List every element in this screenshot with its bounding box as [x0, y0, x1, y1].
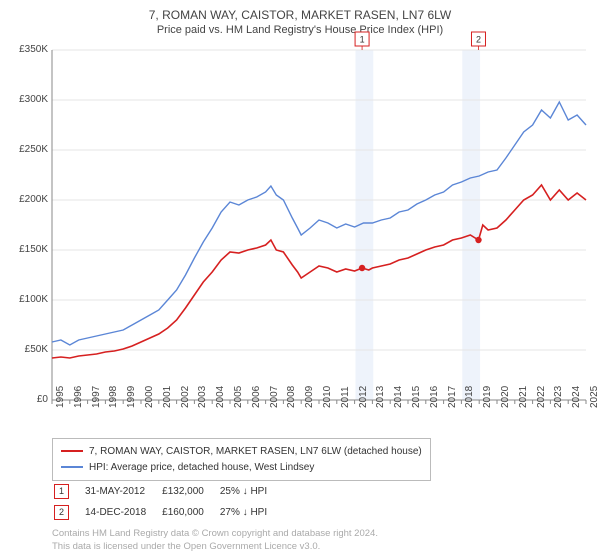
transaction-price: £160,000 — [162, 503, 218, 522]
x-tick-label: 2021 — [518, 386, 529, 408]
transaction-price: £132,000 — [162, 482, 218, 501]
legend-item: HPI: Average price, detached house, West… — [61, 460, 422, 476]
y-tick-label: £300K — [19, 94, 48, 105]
transaction-marker: 1 — [54, 484, 69, 499]
y-tick-label: £350K — [19, 44, 48, 55]
legend-swatch — [61, 450, 83, 452]
footnote: Contains HM Land Registry data © Crown c… — [52, 528, 378, 554]
y-tick-label: £150K — [19, 244, 48, 255]
x-tick-label: 2014 — [393, 386, 404, 408]
legend-item: 7, ROMAN WAY, CAISTOR, MARKET RASEN, LN7… — [61, 444, 422, 460]
x-tick-label: 2006 — [251, 386, 262, 408]
x-tick-label: 2025 — [589, 386, 600, 408]
x-tick-label: 2009 — [304, 386, 315, 408]
svg-text:1: 1 — [360, 35, 365, 45]
transaction-marker: 2 — [54, 505, 69, 520]
x-tick-label: 2005 — [233, 386, 244, 408]
x-tick-label: 2015 — [411, 386, 422, 408]
x-tick-label: 2019 — [482, 386, 493, 408]
y-tick-label: £250K — [19, 144, 48, 155]
transaction-date: 31-MAY-2012 — [85, 482, 160, 501]
footnote-line-2: This data is licensed under the Open Gov… — [52, 541, 378, 554]
legend-swatch — [61, 466, 83, 468]
chart-legend: 7, ROMAN WAY, CAISTOR, MARKET RASEN, LN7… — [52, 438, 431, 481]
x-tick-label: 1999 — [126, 386, 137, 408]
x-tick-label: 2012 — [358, 386, 369, 408]
x-tick-label: 2024 — [571, 386, 582, 408]
x-tick-label: 2003 — [197, 386, 208, 408]
x-tick-label: 2018 — [464, 386, 475, 408]
x-tick-label: 2023 — [553, 386, 564, 408]
transaction-row: 2 14-DEC-2018£160,00027% ↓ HPI — [54, 503, 281, 522]
y-tick-label: £100K — [19, 294, 48, 305]
x-tick-label: 2022 — [536, 386, 547, 408]
transaction-date: 14-DEC-2018 — [85, 503, 160, 522]
x-tick-label: 2000 — [144, 386, 155, 408]
transaction-row: 1 31-MAY-2012£132,00025% ↓ HPI — [54, 482, 281, 501]
transaction-delta: 25% ↓ HPI — [220, 482, 281, 501]
legend-label: HPI: Average price, detached house, West… — [89, 462, 314, 473]
x-tick-label: 2002 — [180, 386, 191, 408]
x-tick-label: 1997 — [91, 386, 102, 408]
x-tick-label: 2007 — [269, 386, 280, 408]
x-tick-label: 2016 — [429, 386, 440, 408]
y-tick-label: £0 — [37, 394, 48, 405]
y-tick-label: £50K — [25, 344, 48, 355]
legend-label: 7, ROMAN WAY, CAISTOR, MARKET RASEN, LN7… — [89, 446, 422, 457]
x-tick-label: 2004 — [215, 386, 226, 408]
x-tick-label: 2020 — [500, 386, 511, 408]
page-root: 7, ROMAN WAY, CAISTOR, MARKET RASEN, LN7… — [0, 0, 600, 560]
y-tick-label: £200K — [19, 194, 48, 205]
x-tick-label: 2017 — [447, 386, 458, 408]
x-tick-label: 2010 — [322, 386, 333, 408]
transaction-delta: 27% ↓ HPI — [220, 503, 281, 522]
x-tick-label: 2008 — [286, 386, 297, 408]
transactions-table: 1 31-MAY-2012£132,00025% ↓ HPI 2 14-DEC-201… — [52, 480, 283, 524]
svg-text:2: 2 — [476, 35, 481, 45]
x-tick-label: 1998 — [108, 386, 119, 408]
x-tick-label: 2001 — [162, 386, 173, 408]
x-tick-label: 2011 — [340, 386, 351, 408]
x-tick-label: 2013 — [375, 386, 386, 408]
x-tick-label: 1996 — [73, 386, 84, 408]
x-tick-label: 1995 — [55, 386, 66, 408]
footnote-line-1: Contains HM Land Registry data © Crown c… — [52, 528, 378, 541]
